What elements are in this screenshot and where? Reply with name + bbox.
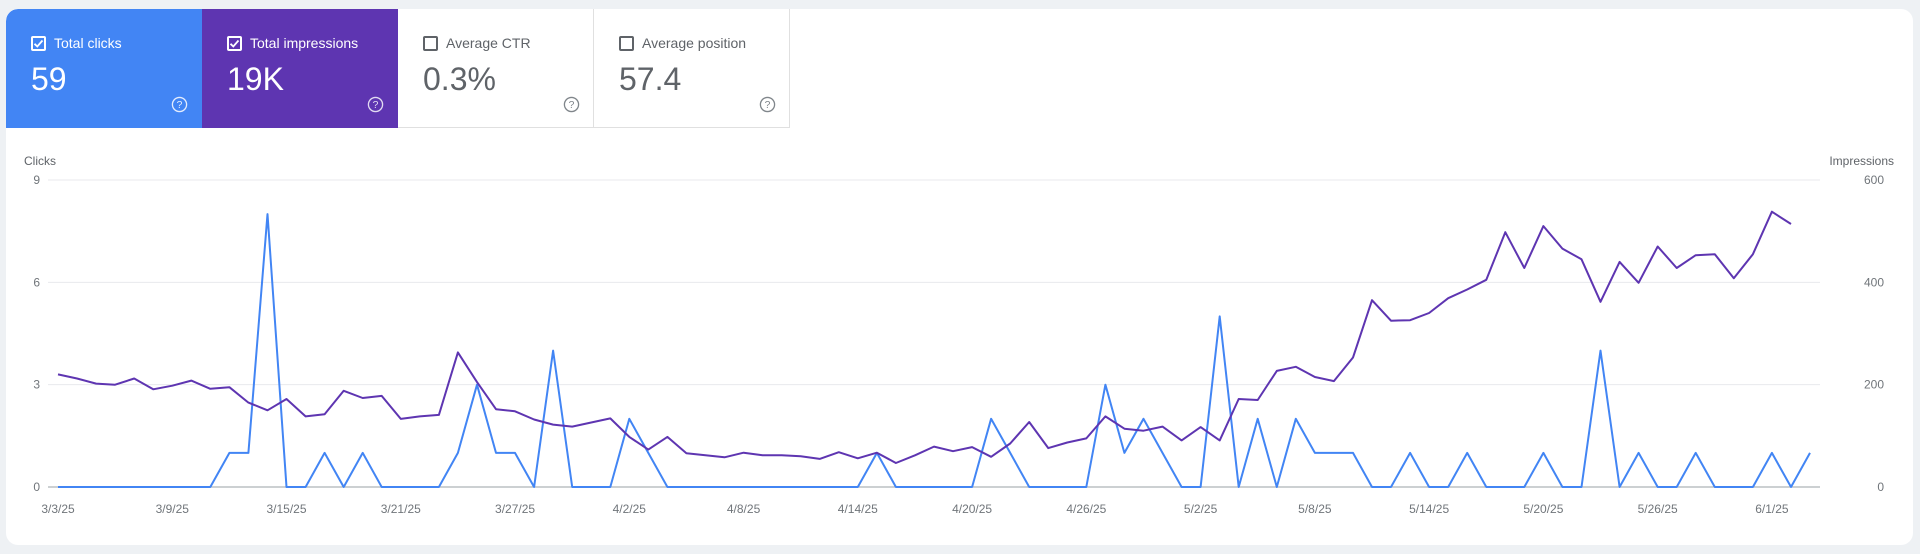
performance-chart: Clicks Impressions 0 0 3 200 6 400 9 600 3/3/25… [24,154,1894,516]
metric-label: Average CTR [446,35,531,51]
x-tick-label: 4/14/25 [838,502,878,516]
x-tick-label: 3/9/25 [156,502,190,516]
help-icon[interactable]: ? [563,96,580,113]
x-tick-label: 4/2/25 [613,502,647,516]
checkbox-unchecked-icon[interactable] [619,35,634,51]
metric-total-clicks[interactable]: Total clicks 59 ? [6,9,202,128]
x-tick-label: 5/8/25 [1298,502,1332,516]
svg-text:?: ? [373,100,379,111]
y-left-tick-label: 3 [33,378,40,392]
x-tick-label: 5/14/25 [1409,502,1449,516]
y-right-tick-label: 0 [1877,480,1884,494]
svg-text:?: ? [177,100,183,111]
metric-label: Total clicks [54,35,122,51]
metric-average-position[interactable]: Average position 57.4 ? [594,9,790,128]
y-left-tick-label: 0 [33,480,40,494]
x-tick-label: 4/26/25 [1066,502,1106,516]
performance-card: Total clicks 59 ? Total impressions 19K … [6,9,1913,545]
y-right-tick-label: 400 [1864,275,1884,289]
metric-total-impressions[interactable]: Total impressions 19K ? [202,9,398,128]
svg-text:?: ? [569,100,575,111]
metric-label: Average position [642,35,747,51]
svg-text:?: ? [765,100,771,111]
series-line-total-impressions [57,210,1792,464]
x-tick-label: 5/20/25 [1523,502,1563,516]
x-tick-label: 4/8/25 [727,502,761,516]
metric-tabs: Total clicks 59 ? Total impressions 19K … [6,9,790,128]
metric-value: 0.3% [423,61,496,97]
y-right-axis-title: Impressions [1829,154,1894,168]
y-axis-ticks: 0 0 3 200 6 400 9 600 [33,173,1884,494]
y-right-tick-label: 600 [1864,173,1884,187]
gridlines [48,179,1820,488]
metric-average-ctr[interactable]: Average CTR 0.3% ? [398,9,594,128]
series-lines [57,210,1811,488]
x-tick-label: 3/3/25 [41,502,75,516]
series-line-total-clicks [58,213,1811,488]
checkbox-checked-icon[interactable] [227,35,242,51]
help-icon[interactable]: ? [171,96,188,113]
y-right-tick-label: 200 [1864,378,1884,392]
metric-value: 59 [31,61,67,97]
x-axis-ticks: 3/3/25 3/9/25 3/15/25 3/21/25 3/27/25 4/2/25 4… [41,502,1789,516]
x-tick-label: 3/27/25 [495,502,535,516]
help-icon[interactable]: ? [367,96,384,113]
metric-value: 57.4 [619,61,682,97]
metric-value: 19K [227,61,284,97]
x-tick-label: 3/15/25 [266,502,306,516]
help-icon[interactable]: ? [759,96,776,113]
y-left-tick-label: 9 [33,173,40,187]
y-left-axis-title: Clicks [24,154,56,168]
x-tick-label: 5/2/25 [1184,502,1218,516]
x-tick-label: 4/20/25 [952,502,992,516]
x-tick-label: 6/1/25 [1755,502,1789,516]
y-left-tick-label: 6 [33,275,40,289]
checkbox-unchecked-icon[interactable] [423,35,438,51]
x-tick-label: 3/21/25 [381,502,421,516]
checkbox-checked-icon[interactable] [31,35,46,51]
x-tick-label: 5/26/25 [1638,502,1678,516]
metric-label: Total impressions [250,35,359,51]
